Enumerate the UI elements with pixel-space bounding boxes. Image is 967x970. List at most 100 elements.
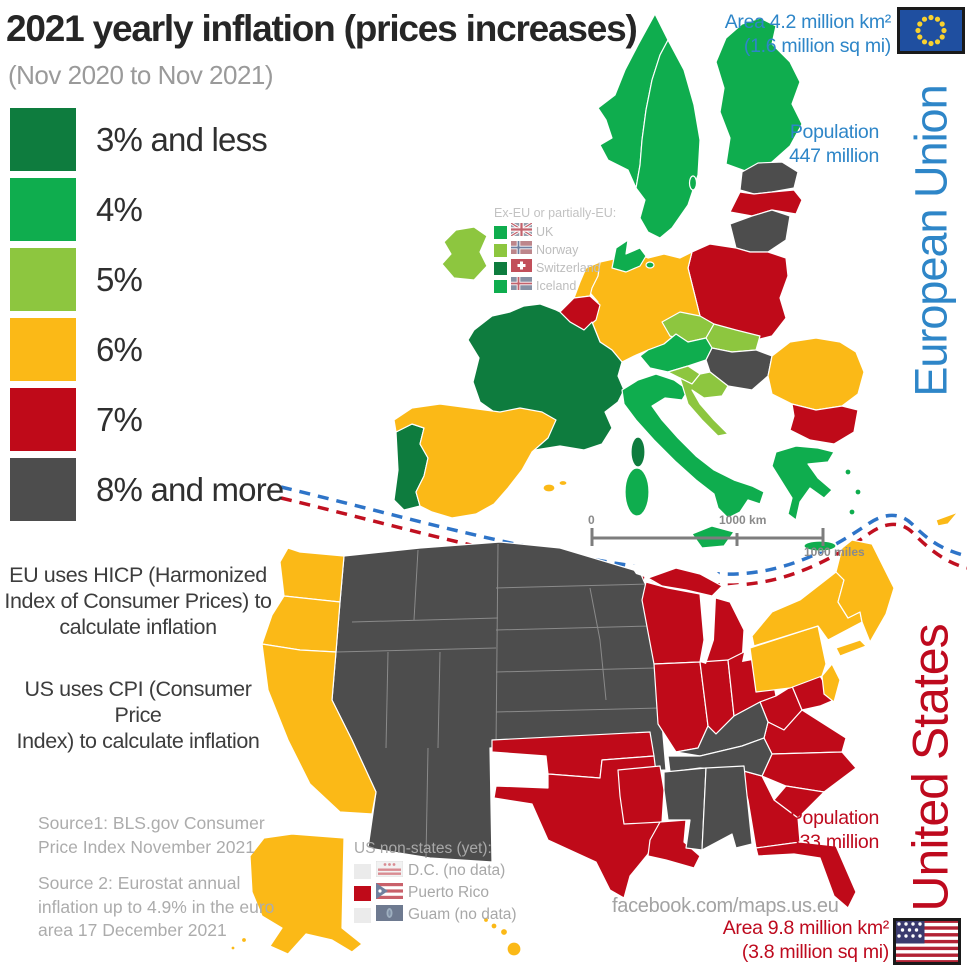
map-region-lithuania [729, 209, 791, 253]
facebook-url: facebook.com/maps.us.eu [612, 895, 839, 917]
legend-swatch-6pct [10, 318, 76, 381]
map-region-washington [279, 547, 345, 603]
map-region-crete [803, 540, 837, 552]
non-state-label-puerto-rico: Puerto Rico [408, 884, 489, 901]
map-region-hawaii-1 [482, 916, 490, 924]
ex-eu-row-iceland: Iceland [494, 277, 616, 295]
us-area-line2: (3.8 million sq mi) [741, 941, 889, 964]
us-area-line1: Area 9.8 million km² [722, 917, 890, 939]
us-population-label: Population [789, 807, 879, 829]
iceland-flag-icon [511, 277, 532, 295]
gray-block-state-borders [335, 543, 661, 859]
ex-eu-swatch-iceland [494, 279, 507, 293]
map-region-aegean-1 [844, 468, 852, 476]
map-region-georgia [739, 769, 801, 849]
scale-miles-label: 1000 miles [804, 545, 865, 559]
separator-blue-line [280, 485, 967, 576]
legend-label-5pct: 5% [96, 260, 143, 298]
eu-population-stat: Population 447 million [789, 120, 879, 169]
united-states-label: United States [902, 624, 959, 912]
guam-flag-icon [376, 904, 403, 926]
us-area-stat: Area 9.8 million km² (3.8 million sq mi) [722, 916, 890, 965]
map-region-california [261, 643, 377, 815]
eu-area-line1: Area 4.2 million km² [724, 11, 892, 33]
legend-row-8pct: 8% and more [10, 458, 284, 521]
map-region-long-island [835, 639, 867, 657]
non-state-swatch-guam [354, 907, 371, 923]
scale-zero-label: 0 [588, 513, 595, 527]
ex-eu-label-switzerland: Switzerland [536, 261, 601, 275]
legend-swatch-4pct [10, 178, 76, 241]
map-region-north-carolina [761, 751, 857, 793]
dc-flag-icon [375, 860, 404, 882]
map-region-croatia [679, 371, 729, 437]
non-state-label-guam: Guam (no data) [408, 906, 517, 923]
scale-km-label: 1000 km [719, 513, 767, 527]
legend-row-3pct: 3% and less [10, 108, 283, 171]
map-region-hawaii-4 [506, 941, 522, 957]
us-population-value: 333 million [789, 831, 879, 854]
map-region-mallorca [542, 483, 556, 493]
puerto-rico-flag-icon [376, 882, 403, 904]
non-state-row-dc: D.C. (no data) [354, 860, 517, 882]
uk-flag-icon [510, 221, 533, 241]
legend-swatch-8pct [10, 458, 76, 521]
map-region-wisconsin [641, 581, 705, 665]
map-region-gotland [688, 175, 698, 191]
map-region-aleutian-1 [240, 936, 248, 944]
non-state-swatch-puerto-rico [354, 885, 371, 901]
map-region-sweden [635, 39, 701, 239]
map-region-new-jersey [821, 663, 841, 703]
european-union-label: European Union [905, 85, 957, 397]
legend-row-6pct: 6% [10, 318, 283, 381]
source-2: Source 2: Eurostat annual inflation up t… [38, 873, 275, 941]
legend-label-7pct: 7% [96, 400, 143, 438]
map-region-bulgaria [789, 403, 859, 445]
map-region-texas [493, 755, 661, 899]
map-region-aleutian-2 [230, 945, 236, 951]
legend-swatch-7pct [10, 388, 76, 451]
us-non-states-legend: US non-states (yet): D.C. (no data) Puer… [354, 840, 517, 926]
map-region-spain [393, 403, 557, 519]
legend-label-6pct: 6% [96, 330, 143, 368]
map-region-ireland [441, 226, 488, 281]
scale-bar [590, 528, 825, 546]
map-region-greece [771, 445, 835, 521]
legend-row-4pct: 4% [10, 178, 283, 241]
page-subtitle: (Nov 2020 to Nov 2021) [8, 60, 274, 90]
ex-eu-legend: Ex-EU or partially-EU: UK Norway Switzer… [494, 206, 616, 295]
map-region-louisiana [647, 819, 701, 869]
legend-row-7pct: 7% [10, 388, 283, 451]
map-region-hawaii-2 [490, 922, 498, 930]
eu-area-stat: Area 4.2 million km² (1.6 million sq mi) [724, 10, 892, 59]
ex-eu-label-iceland: Iceland [536, 279, 577, 293]
ex-eu-row-uk: UK [494, 221, 616, 241]
ex-eu-label-norway: Norway [536, 243, 579, 257]
norway-flag-icon [511, 241, 532, 259]
map-region-romania [767, 337, 865, 411]
ex-eu-swatch-uk [494, 225, 507, 239]
map-region-sardinia [624, 467, 650, 517]
map-region-zealand [645, 261, 655, 269]
ex-eu-legend-title: Ex-EU or partially-EU: [494, 206, 617, 220]
map-region-arkansas [617, 765, 665, 825]
map-region-alabama [701, 765, 753, 851]
legend-label-4pct: 4% [96, 190, 143, 228]
switzerland-flag-icon [511, 259, 532, 277]
map-region-hawaii-3 [499, 927, 509, 937]
map-region-finland [715, 17, 803, 173]
map-region-menorca [558, 479, 568, 487]
map-region-new-england [835, 539, 895, 643]
us-non-states-title: US non-states (yet): [354, 840, 492, 857]
non-state-label-dc: D.C. (no data) [408, 862, 506, 879]
map-region-netherlands [573, 261, 601, 299]
legend-swatch-5pct [10, 248, 76, 311]
eu-area-line2: (1.6 million sq mi) [743, 35, 891, 58]
map-region-austria [639, 333, 713, 373]
ex-eu-row-norway: Norway [494, 241, 616, 259]
us-method-note: US uses CPI (Consumer Price Index) to ca… [16, 677, 260, 754]
non-state-swatch-dc [354, 863, 371, 879]
map-region-aegean-2 [854, 488, 862, 496]
map-region-denmark [611, 239, 647, 273]
